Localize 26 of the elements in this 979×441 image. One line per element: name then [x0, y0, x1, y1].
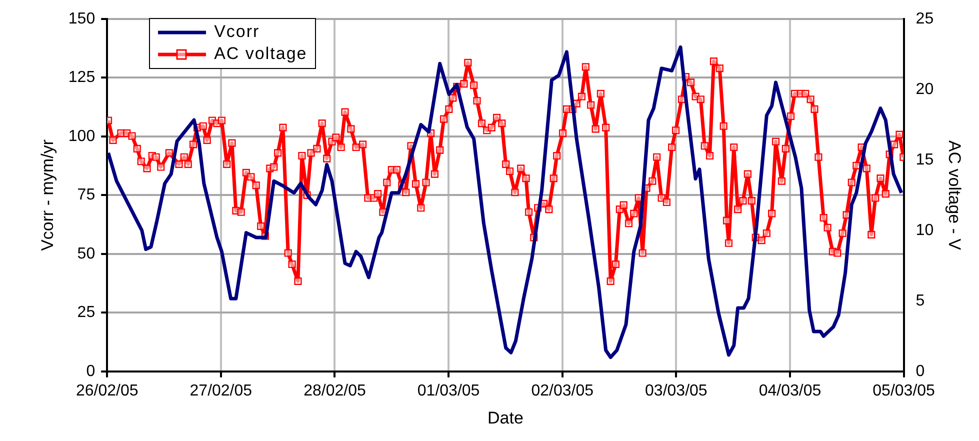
- y-tick-label: 25: [77, 304, 96, 322]
- y2-tick-label: 0: [916, 362, 925, 380]
- x-tick-label: 27/02/05: [190, 382, 252, 400]
- y2-tick-label: 5: [916, 292, 925, 310]
- y-tick-label: 0: [86, 362, 96, 380]
- x-tick-label: 03/03/05: [645, 382, 708, 400]
- x-tick-label: 05/03/05: [872, 382, 936, 400]
- x-tick-label: 26/02/05: [76, 382, 138, 400]
- x-tick-label: 01/03/05: [417, 382, 480, 400]
- y-axis-title: Vcorr - mym/yr: [38, 139, 57, 251]
- y-tick-label: 150: [68, 10, 96, 28]
- y-tick-label: 75: [77, 186, 96, 204]
- x-tick-label: 04/03/05: [758, 382, 822, 400]
- y-tick-label: 50: [77, 245, 96, 262]
- y-tick-label: 100: [68, 128, 96, 145]
- y2-axis-title: AC voltage - V: [945, 140, 964, 251]
- x-tick-label: 28/02/05: [304, 382, 366, 400]
- y2-tick-label: 25: [916, 10, 934, 28]
- y-tick-label: 125: [68, 69, 96, 86]
- y2-tick-label: 20: [916, 80, 934, 98]
- x-axis-title: Date: [487, 408, 524, 428]
- y2-tick-label: 10: [916, 222, 934, 239]
- legend-label: AC voltage: [214, 43, 308, 65]
- x-tick-label: 02/03/05: [531, 382, 594, 400]
- y2-tick-label: 15: [916, 151, 934, 168]
- legend-label: Vcorr: [214, 21, 260, 43]
